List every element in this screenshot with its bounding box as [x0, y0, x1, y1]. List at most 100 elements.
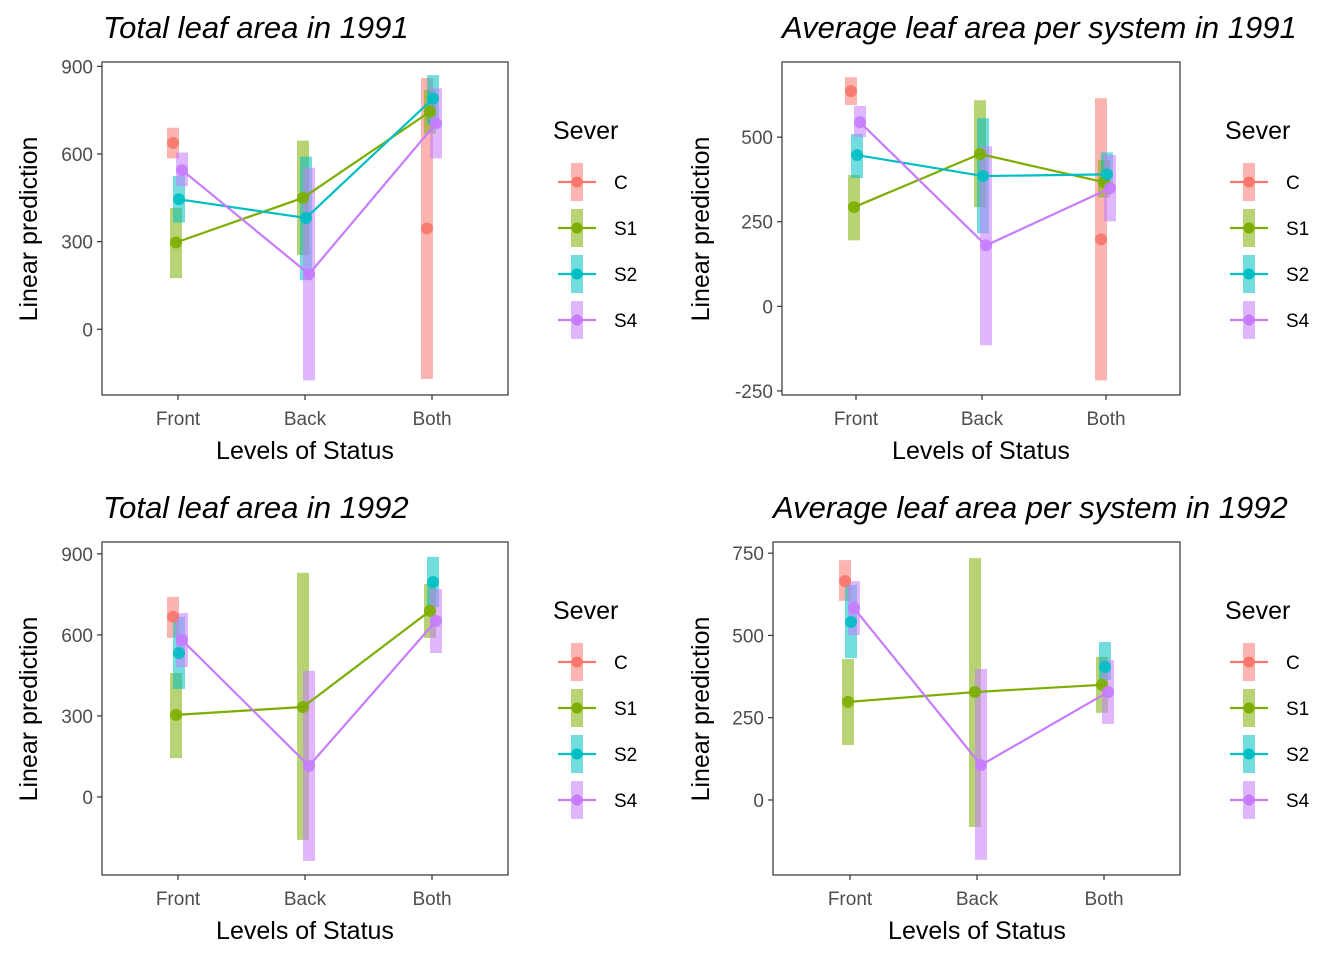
legend-label: C: [614, 653, 628, 674]
x-tick-label: Both: [1084, 889, 1123, 910]
legend-label: S2: [614, 265, 637, 286]
legend-title: Sever: [1225, 117, 1290, 145]
data-point-S2: [427, 92, 439, 105]
panel-4-x-axis-title: Levels of Status: [888, 917, 1066, 945]
x-tick-label: Front: [156, 409, 201, 430]
legend-item-S4: S4: [558, 301, 638, 339]
data-point-S2: [173, 193, 185, 206]
legend-key-point: [571, 314, 583, 326]
legend-label: S4: [1286, 311, 1310, 332]
panel-1-title: Total leaf area in 1991: [103, 10, 409, 45]
y-tick-label: 0: [82, 788, 93, 809]
legend-item-C: C: [1230, 643, 1300, 681]
data-point-S4: [848, 602, 860, 615]
plot-border: [781, 61, 1181, 396]
legend-label: S2: [1286, 745, 1309, 766]
data-point-S2: [845, 615, 857, 628]
y-tick-label: 250: [732, 709, 764, 730]
x-tick-label: Back: [956, 889, 999, 910]
legend-key-point: [571, 268, 583, 280]
panel-4-title: Average leaf area per system in 1992: [771, 490, 1288, 525]
legend-item-C: C: [1230, 163, 1300, 201]
legend-key-point: [1243, 222, 1255, 234]
legend-key-point: [571, 748, 583, 760]
data-point-S2: [427, 575, 439, 588]
data-point-S4: [176, 634, 188, 647]
y-tick-label: -250: [735, 382, 773, 403]
x-tick-label: Front: [834, 409, 879, 430]
data-point-C: [167, 610, 179, 623]
data-point-S2: [300, 211, 312, 224]
legend-key-point: [1243, 748, 1255, 760]
legend-title: Sever: [553, 597, 618, 625]
panel-2-title: Average leaf area per system in 1991: [780, 10, 1297, 45]
legend-item-S1: S1: [558, 209, 637, 247]
legend-item-S4: S4: [558, 781, 638, 819]
legend-label: S4: [614, 791, 638, 812]
data-point-S1: [297, 191, 309, 204]
data-point-S1: [848, 201, 860, 214]
y-tick-label: 900: [61, 57, 93, 78]
panel-2-legend: Sever C S1 S2 S4: [1225, 117, 1310, 339]
panel-3-plot: 0 300 600 900 Front Back Both: [61, 541, 509, 910]
legend-label: C: [1286, 653, 1300, 674]
legend-item-S1: S1: [1230, 209, 1309, 247]
panel-2: Average leaf area per system in 1991 Lev…: [687, 10, 1310, 465]
data-point-S1: [969, 686, 981, 699]
x-tick-label: Back: [284, 409, 327, 430]
plot-border: [101, 61, 509, 396]
legend-label: S1: [1286, 219, 1309, 240]
panel-4-plot: 0 250 500 750 Front Back Both: [732, 541, 1181, 910]
y-tick-label: 600: [61, 626, 93, 647]
legend-key-point: [1243, 176, 1255, 188]
legend-label: S2: [1286, 265, 1309, 286]
panel-1-y-axis-title: Linear prediction: [15, 137, 43, 322]
data-point-S4: [854, 116, 866, 129]
data-point-S4: [1102, 686, 1114, 699]
panel-2-x-axis-title: Levels of Status: [892, 437, 1070, 465]
legend-key-point: [1243, 268, 1255, 280]
panel-1-x-axis-title: Levels of Status: [216, 437, 394, 465]
panel-3: Total leaf area in 1992 Levels of Status…: [15, 490, 638, 945]
y-tick-label: 500: [732, 626, 764, 647]
y-tick-label: 0: [762, 297, 773, 318]
panel-3-x-axis-title: Levels of Status: [216, 917, 394, 945]
data-point-S4: [303, 268, 315, 281]
x-tick-label: Both: [1086, 409, 1125, 430]
panel-2-plot: -250 0 250 500 Front Back Both: [735, 61, 1181, 430]
data-point-S4: [176, 164, 188, 177]
legend-item-S4: S4: [1230, 301, 1310, 339]
data-point-S4: [430, 117, 442, 130]
legend-key-point: [1243, 702, 1255, 714]
data-point-S2: [977, 170, 989, 183]
data-point-S4: [303, 759, 315, 772]
legend-label: S2: [614, 745, 637, 766]
y-tick-label: 300: [61, 707, 93, 728]
data-point-S1: [297, 701, 309, 714]
legend-label: S1: [614, 219, 637, 240]
x-tick-label: Back: [284, 889, 327, 910]
legend-key-point: [1243, 794, 1255, 806]
panel-3-legend: Sever C S1 S2 S4: [553, 597, 638, 819]
plot-border: [772, 541, 1181, 876]
legend-key-point: [571, 702, 583, 714]
legend-item-C: C: [558, 163, 628, 201]
legend-label: S1: [1286, 699, 1309, 720]
data-point-S2: [1099, 661, 1111, 674]
data-point-S1: [170, 236, 182, 249]
legend-key-point: [1243, 656, 1255, 668]
legend-key-point: [571, 656, 583, 668]
panel-1-legend: Sever C S1 S2 S4: [553, 117, 638, 339]
y-tick-label: 0: [753, 791, 764, 812]
legend-label: C: [1286, 173, 1300, 194]
legend-item-S2: S2: [1230, 735, 1309, 773]
panel-3-y-axis-title: Linear prediction: [15, 617, 43, 802]
y-tick-label: 0: [82, 320, 93, 341]
data-point-C: [167, 136, 179, 149]
legend-label: S4: [614, 311, 638, 332]
data-point-S1: [974, 148, 986, 161]
data-point-S1: [842, 695, 854, 708]
data-point-C: [421, 222, 433, 235]
data-point-S2: [173, 647, 185, 659]
